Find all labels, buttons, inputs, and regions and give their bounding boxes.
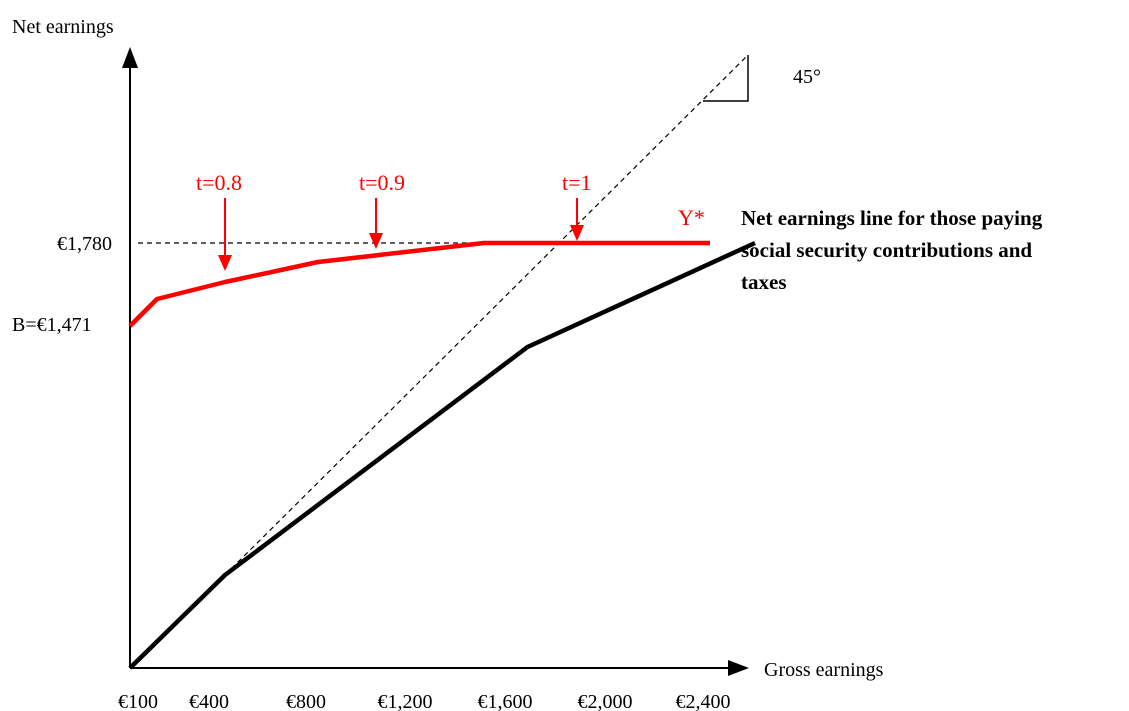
annotation-arrow-icon: [218, 255, 232, 271]
annotation-t08: t=0.8: [196, 170, 242, 271]
x-axis-arrow-icon: [728, 660, 749, 676]
x-tick-label: €800: [286, 691, 326, 711]
series-label-y-star: Y*: [678, 205, 705, 230]
series-line-y-star: [128, 240, 710, 328]
annotation-label: t=0.9: [359, 170, 405, 195]
x-tick-label: €100: [118, 691, 158, 711]
y-axis-label: Net earnings: [12, 16, 114, 38]
annotation-t09: t=0.9: [359, 170, 405, 249]
annotation-label: t=1: [562, 170, 592, 195]
annotation-label: t=0.8: [196, 170, 242, 195]
series-label-net-earnings-line-2: social security contributions and: [741, 238, 1032, 262]
reference-line-45-degree: [224, 54, 749, 576]
angle-marker-icon: [703, 55, 749, 102]
y-tick-label-b: B=€1,471: [12, 314, 92, 336]
annotation-t1: t=1: [562, 170, 592, 241]
x-tick-label: €1,200: [378, 691, 433, 711]
x-tick-label: €2,400: [676, 691, 731, 711]
annotation-arrow-icon: [369, 233, 383, 249]
y-tick-label-1780: €1,780: [57, 233, 112, 255]
series-line-net-earnings: [128, 240, 756, 670]
x-tick-labels: €100 €400 €800 €1,200 €1,600 €2,000 €2,4…: [118, 691, 731, 711]
x-tick-label: €1,600: [478, 691, 533, 711]
series-label-net-earnings-line-3: taxes: [741, 270, 787, 294]
x-axis-label: Gross earnings: [764, 659, 884, 681]
angle-label: 45°: [793, 66, 821, 88]
x-tick-label: €2,000: [578, 691, 633, 711]
x-tick-label: €400: [189, 691, 229, 711]
series-label-net-earnings-line-1: Net earnings line for those paying: [741, 206, 1043, 230]
y-axis-arrow-icon: [122, 47, 138, 68]
annotation-arrow-icon: [570, 225, 584, 241]
